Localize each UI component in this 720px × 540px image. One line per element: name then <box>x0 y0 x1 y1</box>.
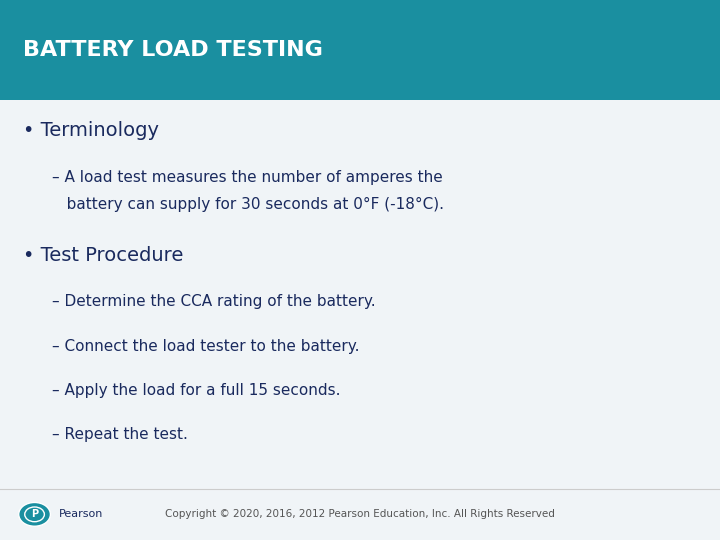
Text: Copyright © 2020, 2016, 2012 Pearson Education, Inc. All Rights Reserved: Copyright © 2020, 2016, 2012 Pearson Edu… <box>165 509 555 519</box>
Text: • Test Procedure: • Test Procedure <box>23 246 184 265</box>
Text: battery can supply for 30 seconds at 0°F (-18°C).: battery can supply for 30 seconds at 0°F… <box>52 197 444 212</box>
Text: – Connect the load tester to the battery.: – Connect the load tester to the battery… <box>52 339 359 354</box>
Text: P: P <box>31 509 38 519</box>
Text: Pearson: Pearson <box>59 509 104 519</box>
Text: – Apply the load for a full 15 seconds.: – Apply the load for a full 15 seconds. <box>52 383 341 398</box>
Circle shape <box>19 502 50 526</box>
FancyBboxPatch shape <box>0 0 720 100</box>
Text: BATTERY LOAD TESTING: BATTERY LOAD TESTING <box>23 40 323 60</box>
Text: – Determine the CCA rating of the battery.: – Determine the CCA rating of the batter… <box>52 294 375 309</box>
Text: – Repeat the test.: – Repeat the test. <box>52 427 188 442</box>
Text: • Terminology: • Terminology <box>23 122 159 140</box>
Text: – A load test measures the number of amperes the: – A load test measures the number of amp… <box>52 170 443 185</box>
